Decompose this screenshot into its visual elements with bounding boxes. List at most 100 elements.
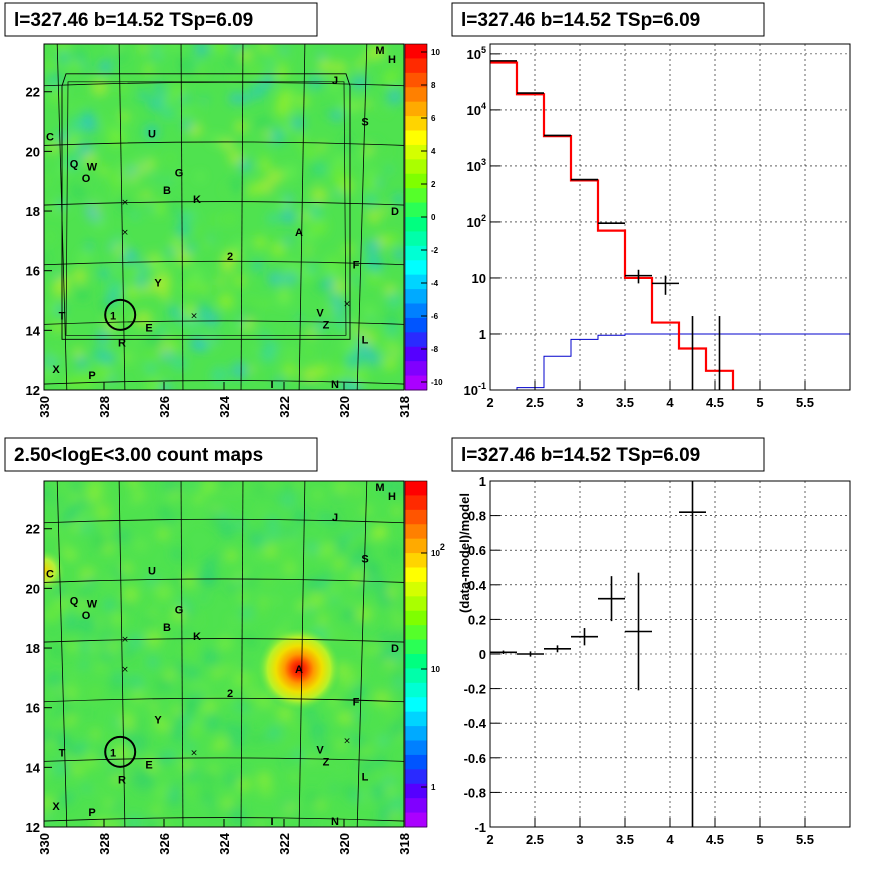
tl-noise-blob xyxy=(257,178,274,195)
tl-noise-blob xyxy=(56,130,69,143)
bl-noise-blob xyxy=(335,764,343,771)
tl-noise-blob xyxy=(58,52,70,64)
bl-noise-blob xyxy=(76,740,88,752)
bl-noise-blob xyxy=(149,608,157,616)
tl-grid-parallel xyxy=(44,380,404,385)
tl-colorbar-cell xyxy=(405,159,427,175)
tl-noise-blob xyxy=(262,299,270,307)
bl-noise-blob xyxy=(216,481,233,492)
bl-source-label: E xyxy=(145,759,152,771)
tl-noise-blob xyxy=(231,75,238,83)
bl-grid-parallel xyxy=(44,578,404,583)
bl-noise-blob xyxy=(154,583,173,601)
tl-grid-parallel xyxy=(44,141,404,146)
bl-noise-blob xyxy=(181,714,193,726)
tl-noise-blob xyxy=(211,44,229,54)
tl-source-cross: × xyxy=(121,198,129,208)
bl-source-label: B xyxy=(163,622,171,634)
tr-y-tick-label: 10-1 xyxy=(464,381,486,398)
tl-y-tick-label: 22 xyxy=(26,85,40,100)
bl-source-label: X xyxy=(52,801,60,813)
tl-source-label: P xyxy=(88,370,95,382)
bl-noise-blob xyxy=(224,633,231,640)
bl-noise-blob xyxy=(355,775,364,784)
tl-noise-blob xyxy=(195,172,205,181)
tl-y-tick-label: 14 xyxy=(26,323,41,338)
tl-title: l=327.46 b=14.52 TSp=6.09 xyxy=(14,10,253,31)
tl-noise-blob xyxy=(146,331,164,349)
tl-noise-blob xyxy=(156,45,166,55)
tl-noise-blob xyxy=(283,193,294,204)
bl-noise-blob xyxy=(333,557,346,571)
bl-source-label: 2 xyxy=(227,688,233,700)
tl-source-label: V xyxy=(316,307,324,319)
bl-source-label: I xyxy=(270,816,273,828)
bl-noise-blob xyxy=(391,668,403,679)
bl-noise-blob xyxy=(208,507,221,520)
tl-noise-blob xyxy=(307,263,317,274)
bl-noise-blob xyxy=(126,481,140,488)
bl-noise-blob xyxy=(152,805,162,815)
tl-noise-blob xyxy=(285,260,299,274)
tl-colorbar-cell xyxy=(405,58,427,74)
bl-noise-blob xyxy=(114,672,121,679)
tl-noise-blob xyxy=(76,99,85,108)
bl-noise-blob xyxy=(376,734,391,748)
tl-noise-blob xyxy=(199,284,209,294)
bl-noise-blob xyxy=(324,580,343,599)
tl-noise-blob xyxy=(220,258,235,273)
bl-noise-blob xyxy=(256,605,269,618)
tl-noise-blob xyxy=(226,55,238,67)
tl-grid-parallel xyxy=(44,320,404,325)
tl-noise-blob xyxy=(265,50,277,62)
tl-noise-blob xyxy=(194,44,210,57)
bl-noise-blob xyxy=(224,548,239,563)
tl-noise-blob xyxy=(217,292,235,310)
bl-noise-blob xyxy=(333,481,351,497)
bl-noise-blob xyxy=(149,702,158,712)
bl-noise-blob xyxy=(220,690,234,704)
tl-noise-blob xyxy=(169,44,182,51)
tl-source-label: G xyxy=(175,167,184,179)
bl-noise-blob xyxy=(200,788,214,802)
bl-source-label: V xyxy=(316,744,324,756)
tl-noise-blob xyxy=(175,222,191,238)
bl-noise-blob xyxy=(383,783,397,797)
bl-colorbar-cell xyxy=(405,567,427,583)
tl-noise-blob xyxy=(286,349,296,359)
tl-noise-blob xyxy=(366,209,381,223)
bl-noise-blob xyxy=(263,544,278,560)
bl-y-tick-label: 22 xyxy=(26,522,40,537)
tl-noise-blob xyxy=(365,167,377,178)
tr-x-tick-label: 2.5 xyxy=(526,395,544,410)
tl-colorbar-label: -4 xyxy=(431,279,439,288)
tl-noise-blob xyxy=(107,130,125,148)
bl-noise-blob xyxy=(127,679,137,689)
br-x-tick-label: 2.5 xyxy=(526,832,544,847)
tl-y-tick-label: 12 xyxy=(26,383,40,398)
tl-noise-blob xyxy=(141,367,150,376)
bl-noise-blob xyxy=(55,689,66,700)
bl-noise-blob xyxy=(262,573,276,587)
bl-noise-blob xyxy=(62,684,79,701)
bl-noise-blob xyxy=(393,481,404,496)
bl-noise-blob xyxy=(259,596,268,605)
bl-noise-blob xyxy=(102,598,116,611)
bl-noise-blob xyxy=(305,540,320,556)
tl-colorbar-label: -8 xyxy=(431,345,439,354)
bl-noise-blob xyxy=(335,738,348,751)
bl-x-tick-label: 324 xyxy=(217,832,232,854)
tl-noise-blob xyxy=(55,304,65,315)
tl-noise-blob xyxy=(149,278,165,294)
tl-noise-blob xyxy=(284,235,294,245)
bl-noise-blob xyxy=(87,684,103,701)
tl-colorbar-label: -6 xyxy=(431,312,439,321)
br-title: l=327.46 b=14.52 TSp=6.09 xyxy=(461,445,700,466)
bl-noise-blob xyxy=(102,501,115,515)
tl-noise-blob xyxy=(366,270,382,285)
tl-noise-blob xyxy=(385,291,403,309)
tl-noise-blob xyxy=(51,279,70,298)
tl-grid-parallel xyxy=(44,81,404,87)
bl-noise-blob xyxy=(63,617,78,632)
br-y-tick-label: 1 xyxy=(479,474,486,489)
